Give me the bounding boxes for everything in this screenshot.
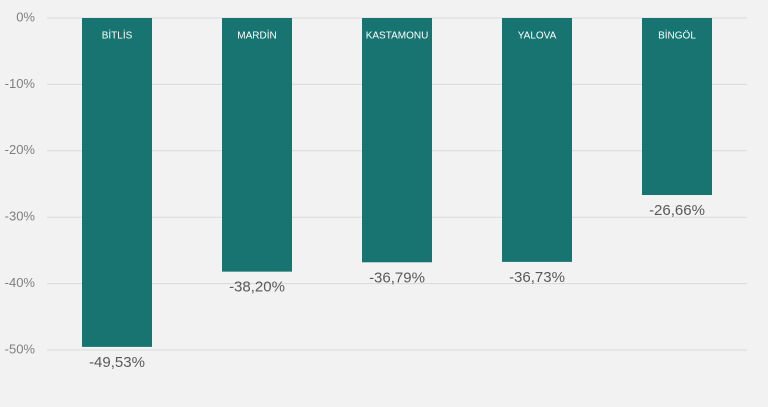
y-tick-label: -10% [5, 76, 36, 91]
category-label: BİTLİS [102, 29, 133, 42]
y-tick-label: 0% [16, 9, 35, 24]
value-label: -36,79% [369, 269, 425, 286]
category-label: YALOVA [518, 31, 557, 42]
value-label: -49,53% [89, 354, 145, 371]
category-label: KASTAMONU [366, 31, 429, 42]
y-tick-label: -20% [5, 142, 36, 157]
value-label: -36,73% [509, 269, 565, 286]
y-tick-label: -30% [5, 209, 36, 224]
bar [502, 18, 572, 262]
bar [362, 18, 432, 263]
bar [222, 18, 292, 272]
category-label: MARDİN [237, 29, 276, 42]
bar [82, 18, 152, 347]
value-label: -38,20% [229, 279, 285, 296]
bar [642, 18, 712, 196]
y-tick-label: -50% [5, 341, 36, 356]
value-label: -26,66% [649, 202, 705, 219]
y-tick-label: -40% [5, 275, 36, 290]
category-label: BİNGÖL [658, 29, 696, 42]
